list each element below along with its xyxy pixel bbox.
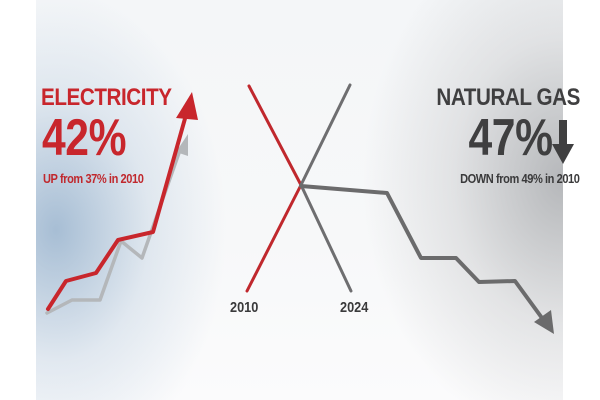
down-arrow-icon (552, 120, 574, 164)
background-panel (36, 0, 563, 400)
gas-title: NATURAL GAS (436, 84, 580, 111)
electricity-title: ELECTRICITY (41, 84, 172, 111)
year-label-start: 2010 (230, 299, 259, 316)
gas-line-arrowhead-icon (534, 310, 554, 334)
gas-value: 47% (468, 109, 554, 167)
gas-trend-line (299, 184, 554, 334)
electricity-value: 42% (42, 109, 127, 167)
electricity-subtitle: UP from 37% in 2010 (43, 171, 144, 186)
up-arrow-icon (176, 92, 198, 120)
year-label-end: 2024 (340, 299, 369, 316)
gas-subtitle: DOWN from 49% in 2010 (459, 171, 580, 186)
electricity-trend-line (46, 92, 198, 311)
electricity-shadow-line (45, 134, 188, 315)
center-crossing-lines (245, 83, 353, 293)
